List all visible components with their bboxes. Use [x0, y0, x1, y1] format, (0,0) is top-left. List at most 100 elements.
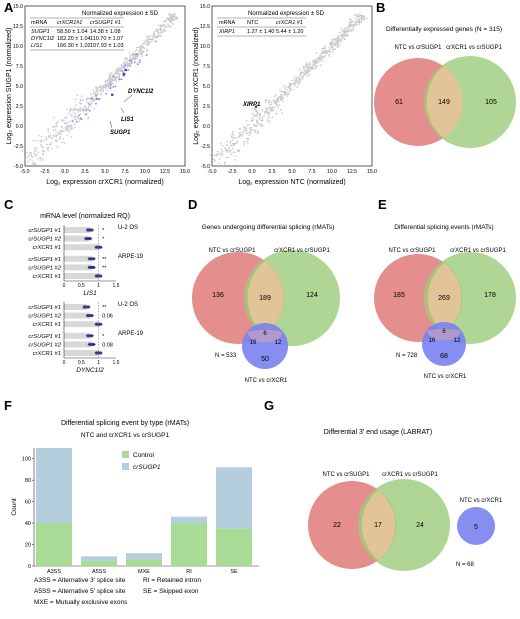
data-point: [163, 24, 166, 27]
highlighted-point: [88, 103, 91, 105]
data-point: [328, 47, 331, 49]
data-point: [146, 50, 149, 52]
data-point: [356, 20, 358, 23]
data-point: [229, 141, 232, 144]
data-point: [273, 95, 276, 98]
x-tick-label: -2.5: [228, 169, 237, 175]
row-label: crSUGP1 #1: [28, 334, 61, 340]
data-point: [268, 99, 271, 102]
data-point: [174, 16, 177, 18]
data-point: [321, 50, 324, 52]
data-point: [31, 162, 34, 165]
data-point: [74, 112, 77, 115]
data-point: [282, 85, 285, 87]
data-point: [66, 122, 69, 124]
data-point: [299, 73, 302, 76]
bar-crsugp1: [36, 448, 72, 524]
data-point: [78, 120, 80, 122]
data-point: [277, 97, 280, 99]
bar: [64, 341, 92, 348]
data-point: [314, 60, 317, 63]
data-point: [264, 101, 267, 103]
table-header: Normalized expression ± SD: [248, 11, 325, 17]
data-point: [308, 73, 310, 76]
data-point: [61, 130, 64, 132]
x-tick-label: 10.0: [140, 169, 150, 175]
n-label: N = 68: [456, 562, 475, 568]
data-point: [298, 82, 300, 85]
footnote: RI = Retained intron: [143, 577, 201, 584]
data-point: [55, 139, 57, 141]
data-point: [33, 155, 36, 157]
data-point: [23, 157, 26, 160]
data-point: [289, 82, 292, 85]
data-point: [47, 136, 50, 139]
data-point: [230, 140, 232, 142]
x-tick-label: 2.5: [268, 169, 275, 175]
panel-subtitle: NTC and crXCR1 vs crSUGP1: [81, 432, 170, 439]
data-point: [166, 17, 169, 19]
data-point: [131, 62, 134, 65]
venn-value: 16: [429, 338, 436, 344]
data-point: [66, 127, 69, 129]
x-tick-label: 0: [63, 360, 66, 366]
data-point: [61, 127, 64, 129]
data-point: [37, 157, 40, 160]
data-point: [165, 19, 167, 22]
data-point: [74, 126, 76, 129]
data-point: [324, 45, 326, 47]
data-point: [248, 123, 250, 126]
data-point: [227, 151, 229, 153]
data-point: [146, 44, 149, 47]
data-point: [320, 57, 322, 59]
data-point: [56, 140, 58, 142]
venn-value: 12: [454, 338, 461, 344]
data-point: [226, 149, 228, 152]
data-point: [95, 86, 97, 89]
data-point: [33, 147, 36, 149]
data-point: [143, 40, 145, 42]
data-point: [134, 55, 136, 57]
data-point: [243, 142, 245, 144]
data-point: [173, 12, 176, 15]
data-point: [66, 117, 69, 119]
footnotes: A3SS = Alternative 3′ splice site A5SS =…: [34, 577, 201, 606]
data-point: [155, 36, 158, 39]
venn-set-label: NTC vs crSUGP1: [388, 248, 436, 254]
venn-value: 189: [259, 295, 271, 302]
data-point: [240, 135, 243, 137]
venn-value: 68: [440, 353, 448, 360]
data-point: [344, 27, 346, 30]
x-axis-label: Log₂ expression crXCR1 (normalized): [46, 179, 164, 186]
data-point: [357, 14, 359, 16]
data-point: [75, 98, 77, 101]
data-point: [172, 15, 174, 18]
venn-diagram: NTC vs crSUGP1 crXCR1 vs crSUGP1 NTC vs …: [308, 472, 503, 571]
data-point: [157, 32, 159, 34]
data-point: [170, 13, 172, 16]
data-point: [221, 144, 224, 147]
data-point: [339, 31, 341, 34]
y-tick-label: 0: [28, 564, 31, 570]
data-point: [312, 64, 314, 66]
data-point: [70, 136, 72, 138]
data-point: [252, 114, 255, 116]
data-point: [235, 155, 237, 158]
data-point: [92, 93, 95, 95]
data-point: [169, 25, 172, 28]
y-tick-label: 5.0: [16, 84, 23, 90]
data-point: [287, 86, 289, 89]
x-tick-label: 15.0: [180, 169, 190, 175]
data-point: [293, 83, 295, 85]
data-point: [168, 20, 171, 23]
data-point: [336, 46, 339, 49]
data-point: [334, 42, 337, 44]
data-point: [62, 137, 65, 140]
data-point: [59, 129, 61, 132]
data-point: [73, 121, 75, 123]
data-point: [299, 79, 302, 81]
data-point: [350, 28, 352, 31]
table-cell: 1.27 ± 1.40: [247, 29, 274, 35]
data-point: [78, 117, 80, 120]
